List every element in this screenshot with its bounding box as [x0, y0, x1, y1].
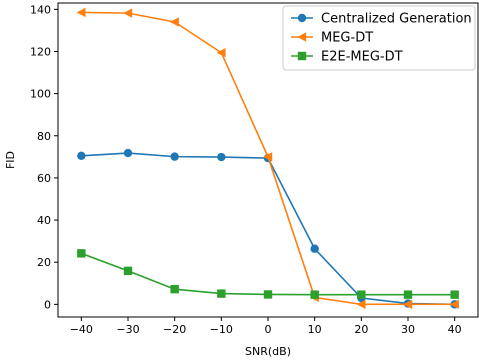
- legend-label: MEG-DT: [321, 31, 373, 46]
- data-point: [170, 284, 179, 294]
- y-tick-label: 40: [37, 214, 51, 227]
- series-line: [81, 252, 455, 296]
- legend-entry: E2E-MEG-DT: [291, 50, 403, 65]
- y-tick-label: 0: [44, 298, 51, 311]
- data-point: [217, 289, 226, 298]
- legend-entry: MEG-DT: [291, 31, 373, 46]
- x-tick-label: 0: [265, 323, 272, 336]
- y-tick-label: 60: [37, 172, 51, 185]
- data-point: [403, 290, 413, 299]
- data-point: [217, 152, 226, 162]
- x-tick-label: −20: [163, 323, 186, 336]
- legend: Centralized Generation MEG-DT E2E-MEG-DT: [282, 5, 476, 71]
- data-point: [170, 152, 179, 161]
- x-axis-label: SNR(dB): [245, 345, 291, 358]
- data-point: [169, 17, 179, 27]
- data-point: [403, 299, 413, 310]
- series-layer: [76, 7, 459, 310]
- legend-box: [282, 5, 476, 71]
- data-point: [356, 299, 366, 310]
- series-1: [76, 7, 459, 310]
- x-tick-label: −30: [116, 323, 139, 336]
- x-tick-label: 40: [448, 323, 462, 336]
- data-point: [263, 152, 273, 162]
- data-point: [123, 148, 133, 158]
- data-point: [357, 290, 366, 299]
- data-point: [310, 244, 319, 253]
- data-point: [123, 8, 133, 18]
- x-tick-label: 30: [401, 323, 415, 336]
- y-tick-label: 20: [37, 256, 51, 269]
- data-point: [77, 151, 86, 160]
- x-tick-label: −40: [70, 323, 93, 336]
- data-point: [123, 266, 133, 276]
- data-point: [450, 290, 459, 299]
- series-line: [81, 152, 455, 306]
- x-tick-label: 10: [308, 323, 322, 336]
- legend-marker: [297, 51, 307, 61]
- series-2: [77, 249, 459, 299]
- x-tick-label: −10: [210, 323, 233, 336]
- data-point: [76, 7, 86, 18]
- data-point: [310, 290, 319, 299]
- legend-marker: [297, 32, 307, 42]
- series-0: [77, 148, 459, 309]
- legend-marker: [297, 13, 307, 23]
- data-point: [216, 48, 226, 58]
- y-axis-label: FID: [4, 151, 17, 169]
- legend-label: E2E-MEG-DT: [321, 50, 403, 65]
- y-tick-label: 120: [30, 45, 51, 58]
- data-point: [449, 299, 459, 310]
- legend-entry: Centralized Generation: [291, 12, 472, 27]
- data-point: [263, 290, 273, 299]
- y-tick-label: 80: [37, 130, 51, 143]
- data-point: [77, 249, 86, 258]
- x-tick-label: 20: [354, 323, 368, 336]
- legend-label: Centralized Generation: [321, 12, 472, 27]
- y-tick-label: 140: [30, 3, 51, 16]
- ticks-layer: −40 −30 −20 −10 0 10 20 30 40 0 20 40 60 80 100 120 140: [30, 3, 462, 336]
- y-tick-label: 100: [30, 88, 51, 101]
